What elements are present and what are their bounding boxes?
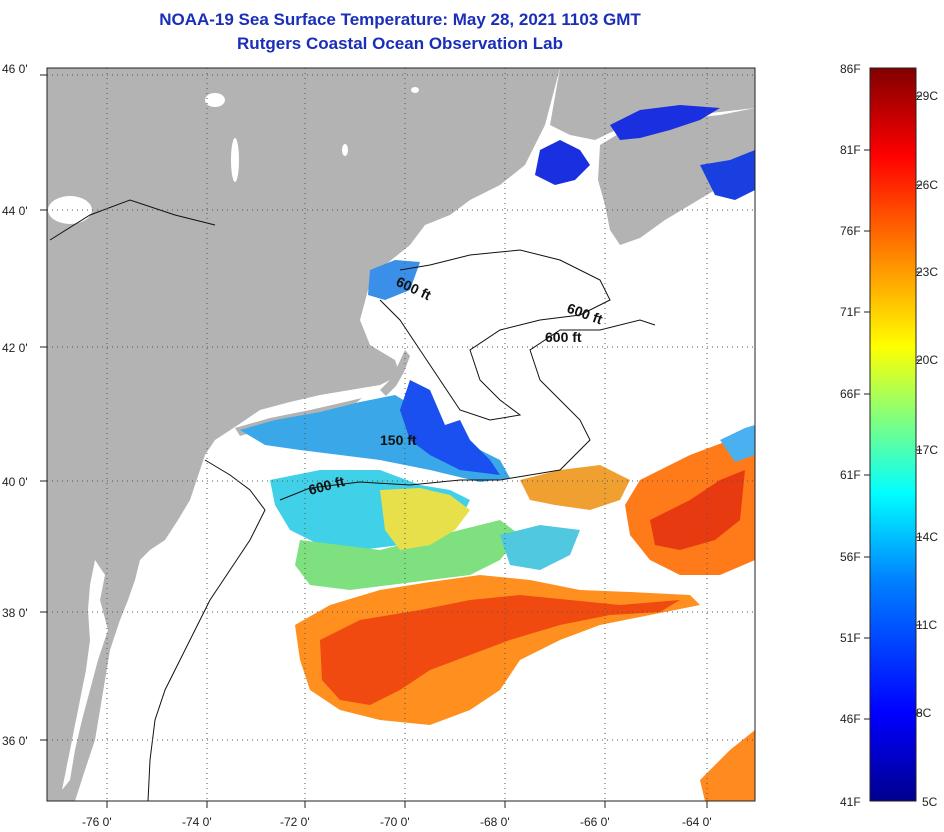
bathymetry-contour xyxy=(147,459,266,801)
sst-gulf-of-maine-cold xyxy=(535,140,590,185)
lon-tick-label: -76 0' xyxy=(82,815,112,829)
lon-tick-label: -74 0' xyxy=(182,815,212,829)
lon-tick-label: -64 0' xyxy=(682,815,712,829)
map-subtitle: Rutgers Coastal Ocean Observation Lab xyxy=(237,34,563,53)
lon-tick-label: -66 0' xyxy=(580,815,610,829)
contour-label: 150 ft xyxy=(380,432,417,448)
colorbar-c-label: 8C xyxy=(916,706,932,720)
sst-nova-scotia-shelf xyxy=(700,150,755,200)
lon-tick-label: -70 0' xyxy=(380,815,410,829)
sst-gulf-stream-core xyxy=(320,595,680,705)
sst-bay-of-fundy xyxy=(610,105,720,140)
colorbar-f-label: 81F xyxy=(840,143,861,157)
colorbar-c-label: 14C xyxy=(916,530,938,544)
land-nova-scotia xyxy=(598,108,755,245)
lake xyxy=(411,87,419,93)
colorbar-c-label: 29C xyxy=(916,89,938,103)
colorbar-f-label: 86F xyxy=(840,62,861,76)
sst-maine-coastal xyxy=(368,260,420,300)
sst-warm-east xyxy=(520,465,630,510)
colorbar-f-label: 46F xyxy=(840,712,861,726)
sst-cyan-patch-east xyxy=(500,525,580,570)
colorbar-f-label: 51F xyxy=(840,631,861,645)
lake xyxy=(48,196,92,224)
colorbar-c-label: 20C xyxy=(916,353,938,367)
colorbar-ticks xyxy=(864,95,922,720)
lat-tick-label: 38 0' xyxy=(2,606,28,620)
sst-cyan-nw-ne xyxy=(720,425,755,462)
axis-ticks xyxy=(40,74,708,808)
lat-tick-label: 42 0' xyxy=(2,341,28,355)
colorbar xyxy=(869,67,917,802)
bathymetry-contour xyxy=(379,249,611,421)
lat-tick-label: 40 0' xyxy=(2,475,28,489)
sst-slope-yellow xyxy=(380,488,470,550)
colorbar-f-label: 76F xyxy=(840,224,861,238)
map-border xyxy=(46,67,756,802)
sst-slope-green xyxy=(295,520,520,590)
colorbar-c-label: 5C xyxy=(922,795,938,809)
lake xyxy=(205,93,225,107)
lat-tick-label: 36 0' xyxy=(2,734,28,748)
colorbar-f-label: 71F xyxy=(840,305,861,319)
lake xyxy=(231,138,239,182)
colorbar-c-label: 26C xyxy=(916,178,938,192)
lon-tick-label: -72 0' xyxy=(280,815,310,829)
lake xyxy=(342,144,348,156)
chesapeake-bay xyxy=(62,560,108,790)
sst-nantucket-shoals xyxy=(400,380,500,475)
colorbar-f-label: 41F xyxy=(840,795,861,809)
sst-warm-eddy-core xyxy=(650,470,745,550)
colorbar-f-label: 61F xyxy=(840,468,861,482)
sst-warm-se-corner xyxy=(700,730,755,801)
map-title: NOAA-19 Sea Surface Temperature: May 28,… xyxy=(159,10,641,29)
bathymetry-contour xyxy=(49,199,656,501)
colorbar-f-label: 66F xyxy=(840,387,861,401)
cape-cod xyxy=(380,350,410,396)
land-mainland xyxy=(47,68,560,801)
lat-tick-label: 44 0' xyxy=(2,204,28,218)
colorbar-c-label: 23C xyxy=(916,265,938,279)
contour-label: 600 ft xyxy=(545,329,582,345)
colorbar-f-label: 56F xyxy=(840,550,861,564)
colorbar-c-label: 11C xyxy=(916,618,937,632)
lat-tick-label: 46 0' xyxy=(2,62,28,76)
grid xyxy=(47,68,755,801)
lon-tick-label: -68 0' xyxy=(480,815,510,829)
colorbar-c-label: 17C xyxy=(916,443,938,457)
land-canada xyxy=(550,68,755,140)
